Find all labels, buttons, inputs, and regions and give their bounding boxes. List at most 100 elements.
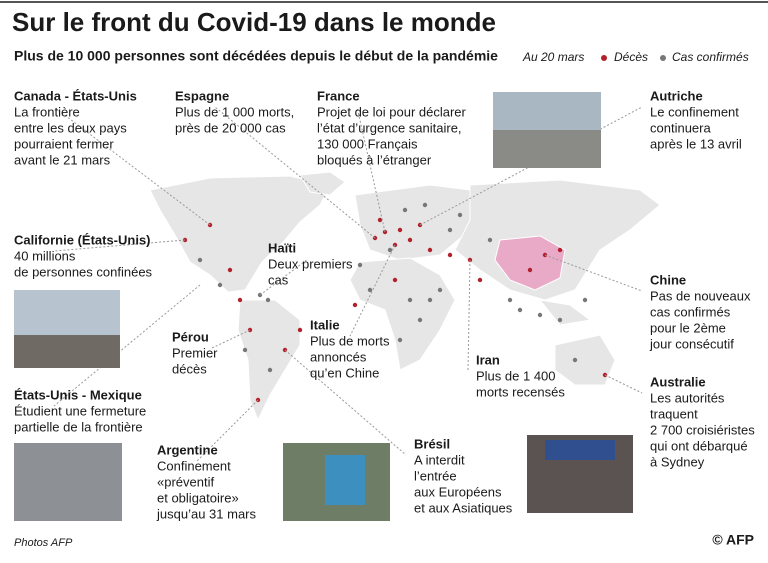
- annotation-title: Californie (États-Unis): [14, 232, 151, 247]
- case-dot: [572, 357, 578, 363]
- africa: [349, 257, 456, 371]
- death-dot: [527, 267, 533, 273]
- annotation-line: cas: [268, 272, 289, 287]
- case-dot: [427, 297, 433, 303]
- annotation-title: Autriche: [650, 88, 703, 103]
- leader-line: [544, 254, 643, 292]
- case-dot: [517, 307, 523, 313]
- annotation-title: France: [317, 88, 360, 103]
- case-dot: [437, 287, 443, 293]
- logo: © AFP: [712, 532, 754, 548]
- annotation-line: Confinement: [157, 458, 231, 473]
- annotation-title: Argentine: [157, 442, 218, 457]
- case-dot: [397, 337, 403, 343]
- photo-argentina-sign: [325, 455, 365, 505]
- death-dot: [237, 297, 243, 303]
- case-dot: [582, 297, 588, 303]
- leader-line: [214, 106, 376, 239]
- annotation-line: près de 20 000 cas: [175, 120, 286, 135]
- annotation-line: entre les deux pays: [14, 120, 127, 135]
- leader-line: [211, 329, 251, 349]
- leader-lines: [53, 106, 643, 462]
- case-dot: [557, 317, 563, 323]
- death-dot: [407, 237, 413, 243]
- annotation-title: Iran: [476, 352, 500, 367]
- legend-cases: Cas confirmés: [672, 50, 749, 64]
- leader-line: [259, 258, 309, 296]
- photo-us-mexico: [14, 443, 122, 521]
- annotation-line: bloqués à l’étranger: [317, 152, 432, 167]
- photo-credit: Photos AFP: [14, 537, 73, 549]
- annotation-line: et aux Asiatiques: [414, 500, 513, 515]
- country-dots: [182, 202, 608, 403]
- annotation-line: Deux premiers: [268, 256, 353, 271]
- annotation-line: continuera: [650, 120, 711, 135]
- annotation-line: jour consécutif: [649, 336, 734, 351]
- annotation-line: cas confirmés: [650, 304, 731, 319]
- annotation-line: Plus de morts: [310, 333, 390, 348]
- photo-france-ground: [493, 130, 601, 168]
- annotation-line: La frontière: [14, 104, 80, 119]
- case-dot: [422, 202, 428, 208]
- annotation-line: et obligatoire»: [157, 490, 239, 505]
- annotation-title: Pérou: [172, 329, 209, 344]
- case-dot: [402, 207, 408, 213]
- photo-california-ground: [14, 335, 120, 368]
- annotation-line: l’état d’urgence sanitaire,: [317, 120, 462, 135]
- case-dot: [217, 282, 223, 288]
- death-dot: [477, 277, 483, 283]
- case-dot: [487, 237, 493, 243]
- death-dot: [227, 267, 233, 273]
- annotation-line: annoncés: [310, 349, 367, 364]
- case-dot: [447, 227, 453, 233]
- case-dot: [242, 347, 248, 353]
- annotation-title: Chine: [650, 272, 686, 287]
- legend-deaths: Décès: [614, 50, 648, 64]
- case-dot: [357, 262, 363, 268]
- annotation-line: Étudient une fermeture: [14, 403, 146, 418]
- death-dot: [557, 247, 563, 253]
- case-dot: [265, 297, 271, 303]
- death-dot: [352, 302, 358, 308]
- australia: [554, 334, 616, 386]
- annotation-title: Australie: [650, 374, 706, 389]
- legend-swatch: [601, 55, 607, 61]
- annotation-line: Premier: [172, 345, 218, 360]
- annotation-line: l’entrée: [414, 468, 457, 483]
- case-dot: [457, 212, 463, 218]
- annotation-line: après le 13 avril: [650, 136, 742, 151]
- leader-line: [53, 106, 211, 226]
- death-dot: [392, 277, 398, 283]
- greenland: [299, 171, 346, 196]
- world-map: [149, 171, 661, 422]
- annotation-line: Pas de nouveaux: [650, 288, 751, 303]
- annotation-line: 40 millions: [14, 248, 76, 263]
- legend-swatch: [660, 55, 666, 61]
- annotation-line: aux Européens: [414, 484, 502, 499]
- leader-line: [53, 239, 186, 252]
- leader-line: [604, 374, 643, 394]
- annotation-line: partielle de la frontière: [14, 419, 143, 434]
- death-dot: [447, 252, 453, 258]
- annotation-line: pour le 2ème: [650, 320, 726, 335]
- annotation-title: Haïti: [268, 240, 296, 255]
- china: [494, 235, 566, 291]
- annotation-title: Brésil: [414, 436, 450, 451]
- annotation-line: A interdit: [414, 452, 465, 467]
- leader-line: [349, 244, 396, 337]
- annotation-line: pourraient fermer: [14, 136, 114, 151]
- death-dot: [297, 327, 303, 333]
- annotation-title: États-Unis - Mexique: [14, 387, 142, 402]
- indonesia: [538, 299, 592, 326]
- annotation-title: Italie: [310, 317, 340, 332]
- annotation-line: Les autorités: [650, 390, 725, 405]
- photos: [14, 92, 633, 521]
- death-dot: [397, 227, 403, 233]
- annotation-line: morts recensés: [476, 384, 565, 399]
- annotation-title: Espagne: [175, 88, 229, 103]
- annotation-line: de personnes confinées: [14, 264, 153, 279]
- annotation-line: jusqu’au 31 mars: [156, 506, 256, 521]
- annotation-line: qui ont débarqué: [650, 438, 748, 453]
